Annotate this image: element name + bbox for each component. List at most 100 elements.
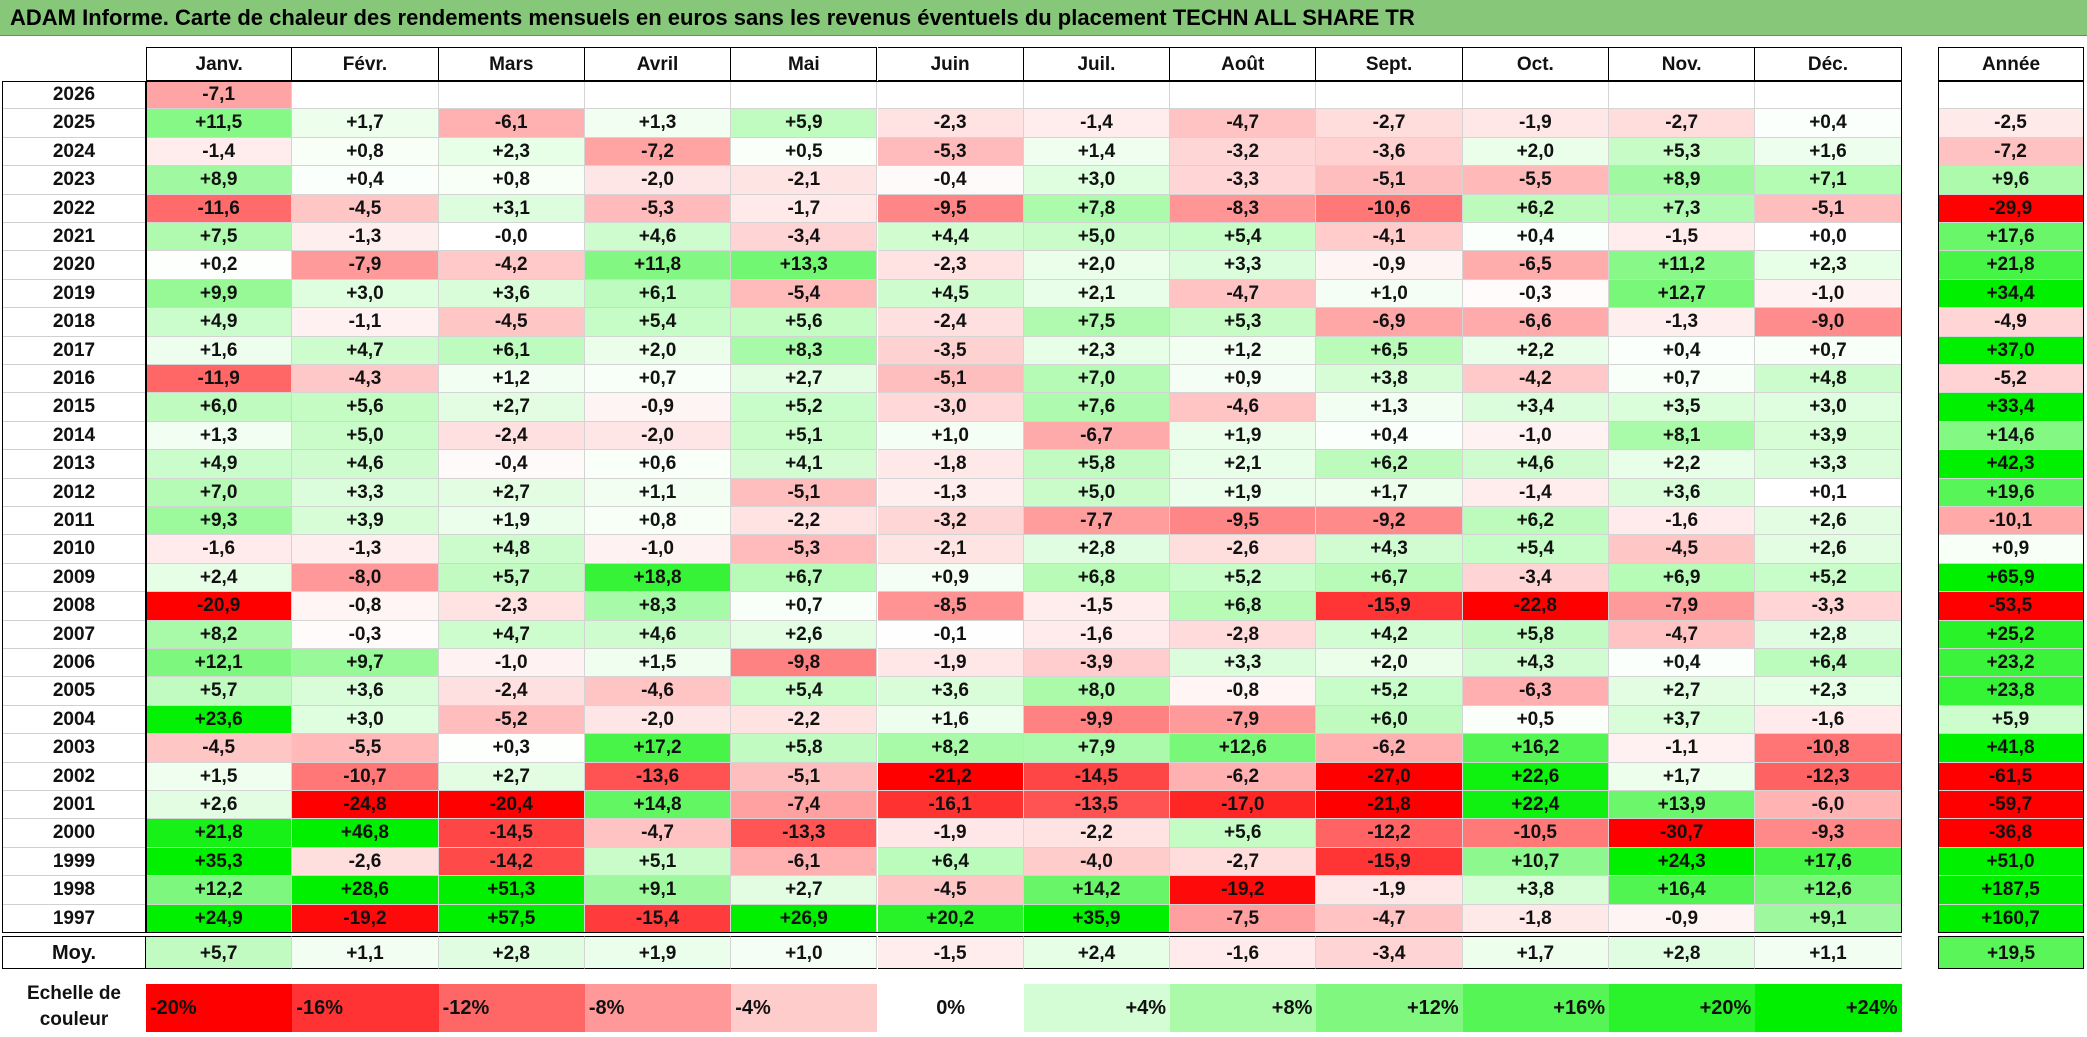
heatmap-cell: -3,3 [1170, 166, 1317, 195]
row-year-label: 2025 [2, 109, 146, 138]
heatmap-cell: +9,3 [146, 507, 293, 536]
heatmap-cell: +5,0 [1023, 223, 1171, 252]
heatmap-cell: +3,6 [1609, 478, 1756, 507]
heatmap-cell: +14,8 [584, 791, 732, 820]
heatmap-cell: +5,0 [292, 421, 439, 451]
heatmap-cell: +3,6 [877, 677, 1024, 706]
heatmap-cell: +4,9 [146, 308, 293, 337]
heatmap-cell: +5,4 [1462, 535, 1609, 564]
annual-cell: -53,5 [1938, 592, 2084, 621]
heatmap-cell: -7,9 [1609, 592, 1756, 621]
heatmap-cell: +2,0 [1462, 137, 1609, 167]
heatmap-cell: +8,0 [1023, 677, 1171, 706]
heatmap-cell: +0,2 [146, 251, 293, 280]
heatmap-cell: +4,6 [292, 450, 439, 479]
row-year-label: 2010 [2, 535, 146, 564]
heatmap-cell: -0,9 [1609, 904, 1756, 933]
heatmap-cell: -1,4 [1462, 478, 1609, 507]
month-header: Oct. [1462, 47, 1609, 81]
annual-cell: +37,0 [1938, 336, 2084, 365]
month-header: Sept. [1316, 47, 1463, 81]
heatmap-cell: +0,7 [1755, 336, 1902, 365]
heatmap-cell: +1,7 [292, 109, 439, 138]
heatmap-cell: -6,1 [438, 109, 585, 138]
heatmap-cell: -6,7 [1023, 421, 1171, 451]
heatmap-cell [731, 81, 878, 110]
heatmap-cell: -22,8 [1462, 592, 1609, 621]
heatmap-cell: +1,5 [146, 762, 293, 791]
heatmap-cell: +2,4 [146, 563, 293, 593]
heatmap-cell [292, 81, 439, 110]
heatmap-cell: +3,9 [292, 507, 439, 536]
heatmap-cell: +7,1 [1755, 166, 1902, 195]
heatmap-cell: -0,9 [1316, 251, 1463, 280]
heatmap-cell: -4,7 [1609, 620, 1756, 649]
color-scale-label: Echelle de couleur [2, 980, 146, 1034]
row-year-label: 2014 [2, 421, 146, 451]
heatmap-cell: -10,7 [292, 762, 439, 791]
heatmap-cell: -5,1 [877, 365, 1024, 394]
heatmap-cell: -2,3 [877, 251, 1024, 280]
heatmap-cell: -8,3 [1170, 194, 1317, 223]
heatmap-cell: -0,9 [584, 393, 732, 422]
heatmap-cell: -9,5 [877, 194, 1024, 223]
heatmap-cell: -5,3 [877, 137, 1024, 167]
annual-cell: +33,4 [1938, 393, 2084, 422]
heatmap-cell: -0,8 [1170, 677, 1317, 706]
heatmap-cell: -15,4 [584, 904, 732, 933]
heatmap-cell: +7,3 [1609, 194, 1756, 223]
heatmap-cell: +1,6 [146, 336, 293, 365]
heatmap-cell: +35,9 [1023, 904, 1171, 933]
heatmap-cell: -12,2 [1316, 819, 1463, 848]
annual-cell: +21,8 [1938, 251, 2084, 280]
heatmap-cell: -21,2 [877, 762, 1024, 791]
heatmap-cell: +12,7 [1609, 279, 1756, 309]
heatmap-cell: -3,4 [1462, 563, 1609, 593]
heatmap-cell: +5,0 [1023, 478, 1171, 507]
heatmap-cell: -6,6 [1462, 308, 1609, 337]
heatmap-cell: +5,4 [1170, 223, 1317, 252]
average-cell: +1,1 [292, 936, 439, 969]
average-label: Moy. [2, 936, 146, 969]
annual-cell: +65,9 [1938, 563, 2084, 593]
heatmap-cell: -9,3 [1755, 819, 1902, 848]
heatmap-cell: +6,8 [1023, 563, 1171, 593]
heatmap-cell: +10,7 [1462, 847, 1609, 877]
annual-cell: -5,2 [1938, 365, 2084, 394]
heatmap-cell: +0,5 [1462, 705, 1609, 735]
chart-title: ADAM Informe. Carte de chaleur des rende… [0, 0, 2087, 36]
heatmap-cell: -4,2 [438, 251, 585, 280]
color-scale-stop: -12% [438, 984, 585, 1032]
heatmap-cell: -2,0 [584, 421, 732, 451]
heatmap-cell: +3,1 [438, 194, 585, 223]
row-year-label: 2021 [2, 223, 146, 252]
annual-cell: -2,5 [1938, 109, 2084, 138]
heatmap-cell: -5,2 [438, 705, 585, 735]
heatmap-cell: +9,1 [1755, 904, 1902, 933]
heatmap-cell: -1,0 [1755, 279, 1902, 309]
heatmap-cell: +5,4 [584, 308, 732, 337]
heatmap-cell: +8,2 [146, 620, 293, 649]
heatmap-cell: +0,7 [731, 592, 878, 621]
heatmap-cell: -3,6 [1316, 137, 1463, 167]
heatmap-cell: -4,5 [1609, 535, 1756, 564]
row-year-label: 2015 [2, 393, 146, 422]
heatmap-cell: +6,2 [1316, 450, 1463, 479]
heatmap-cell: +4,5 [877, 279, 1024, 309]
heatmap-cell: -2,7 [1170, 847, 1317, 877]
heatmap-cell: +0,3 [438, 734, 585, 763]
heatmap-cell: -0,0 [438, 223, 585, 252]
heatmap-cell: +11,2 [1609, 251, 1756, 280]
color-scale-stop: 0% [877, 984, 1024, 1032]
heatmap-cell: +12,2 [146, 876, 293, 905]
row-year-label: 2023 [2, 166, 146, 195]
heatmap-cell: -1,8 [877, 450, 1024, 479]
heatmap-cell [1316, 81, 1463, 110]
heatmap-cell: +28,6 [292, 876, 439, 905]
heatmap-cell: +21,8 [146, 819, 293, 848]
annual-cell: -7,2 [1938, 137, 2084, 167]
heatmap-cell: -2,3 [877, 109, 1024, 138]
heatmap-cell: +0,4 [1755, 109, 1902, 138]
heatmap-cell: -2,8 [1170, 620, 1317, 649]
